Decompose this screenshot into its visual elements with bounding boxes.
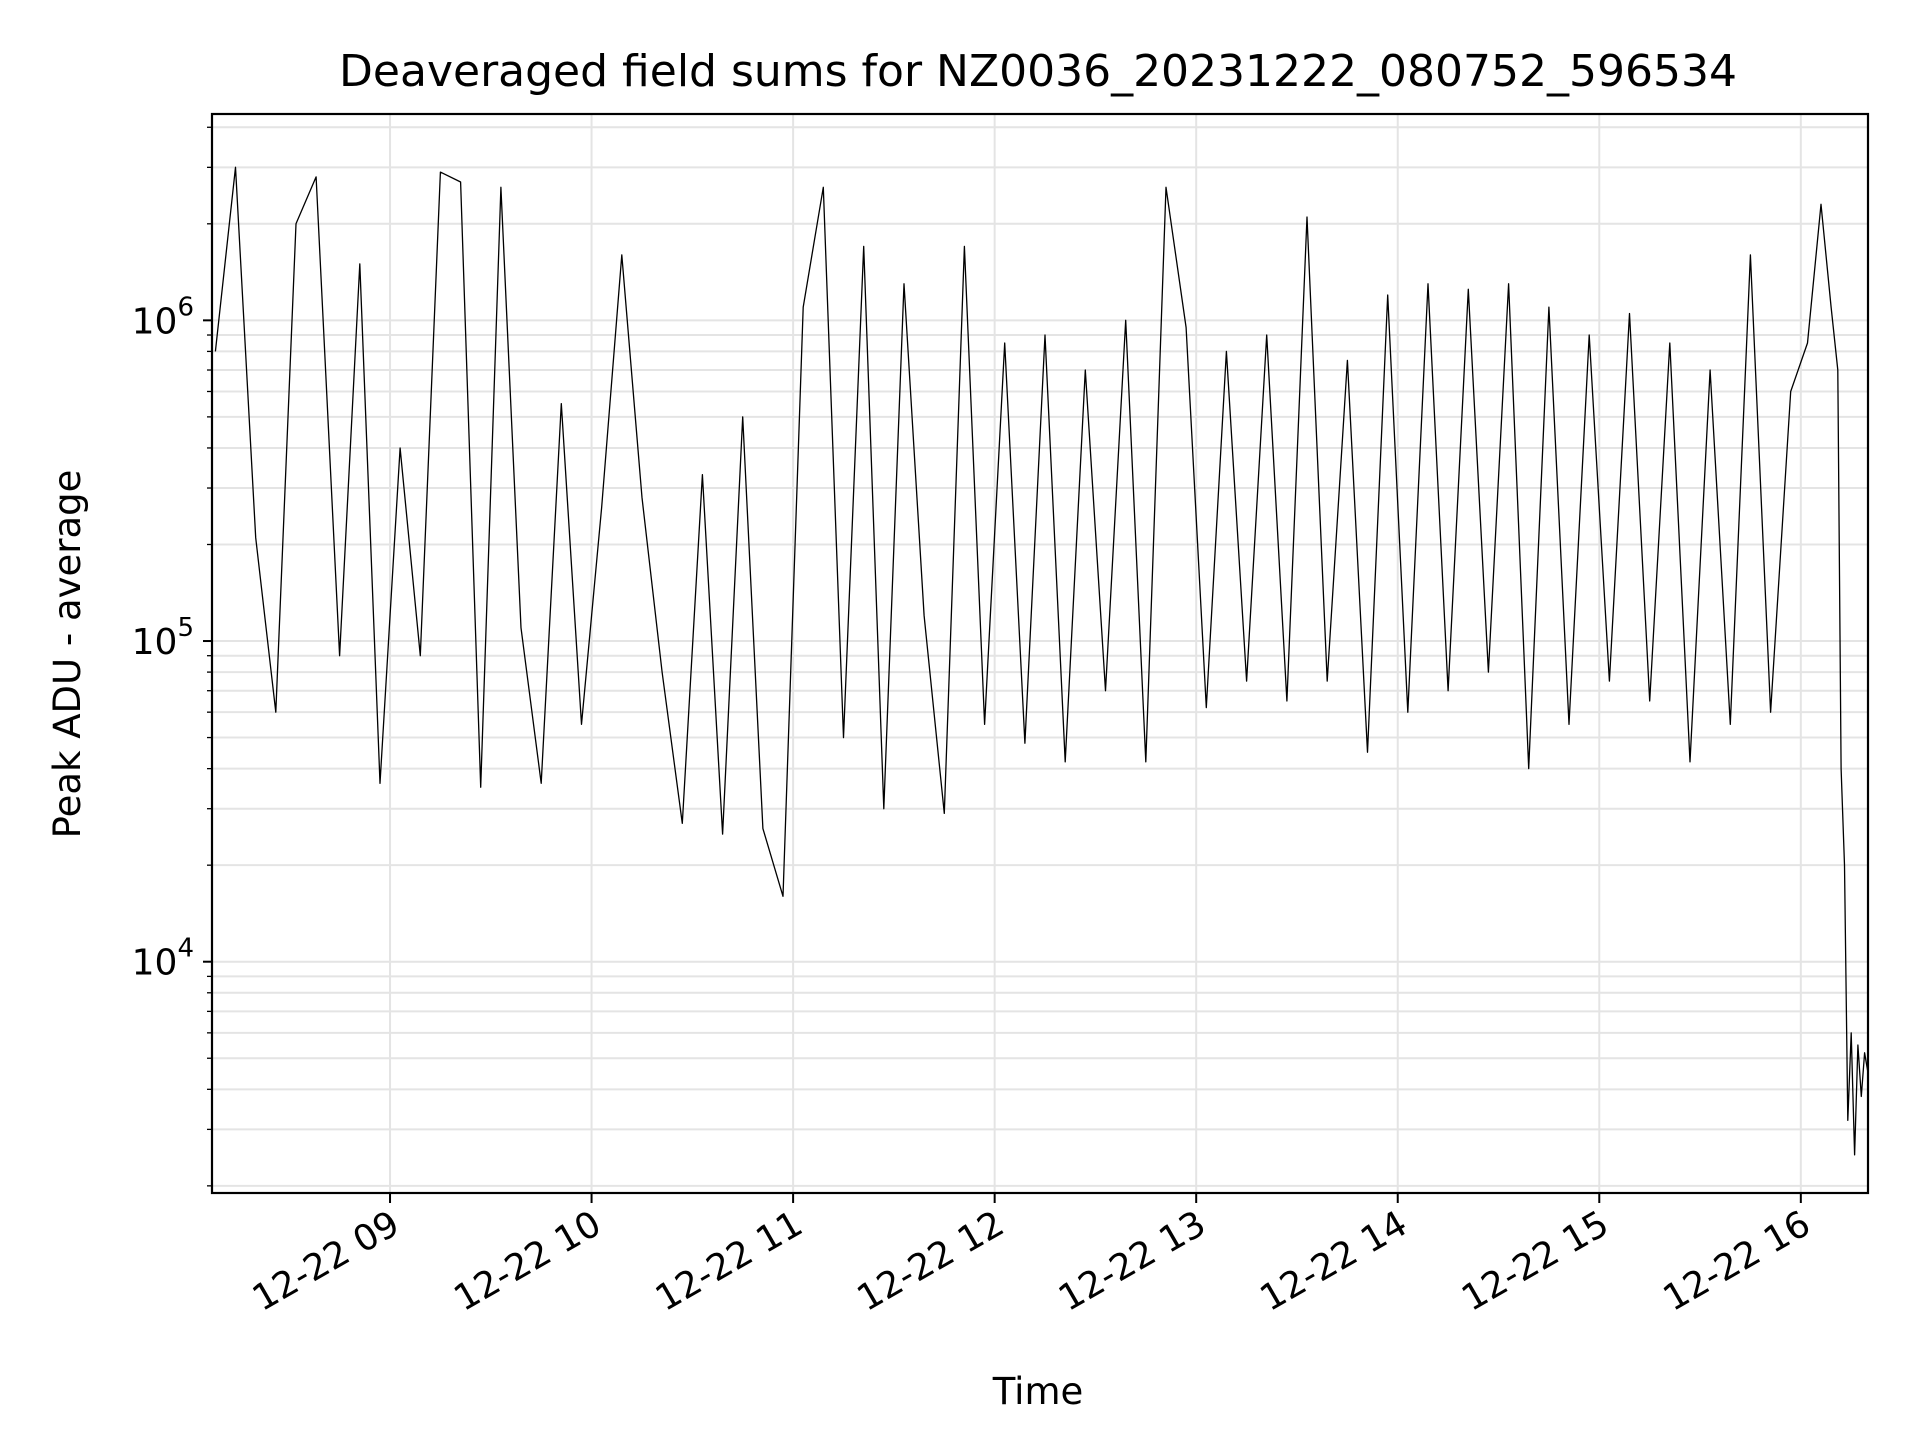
chart-title: Deaveraged field sums for NZ0036_2023122… [339,46,1737,97]
y-tick-exponent: 5 [177,613,194,643]
grid [212,114,1868,1193]
plot-frame [210,112,1870,1195]
x-axis-label: Time [992,1370,1084,1413]
y-tick-label: 106 [132,292,194,342]
series-line [214,166,1869,1156]
y-tick-label: 105 [132,613,194,663]
y-axis-label: Peak ADU - average [46,470,89,839]
y-tick-exponent: 6 [177,292,194,322]
y-tick-base: 10 [132,622,178,663]
y-tick-exponent: 4 [177,934,194,964]
y-tick-base: 10 [132,943,178,984]
y-tick-base: 10 [132,301,178,342]
y-tick-label: 104 [132,934,194,984]
